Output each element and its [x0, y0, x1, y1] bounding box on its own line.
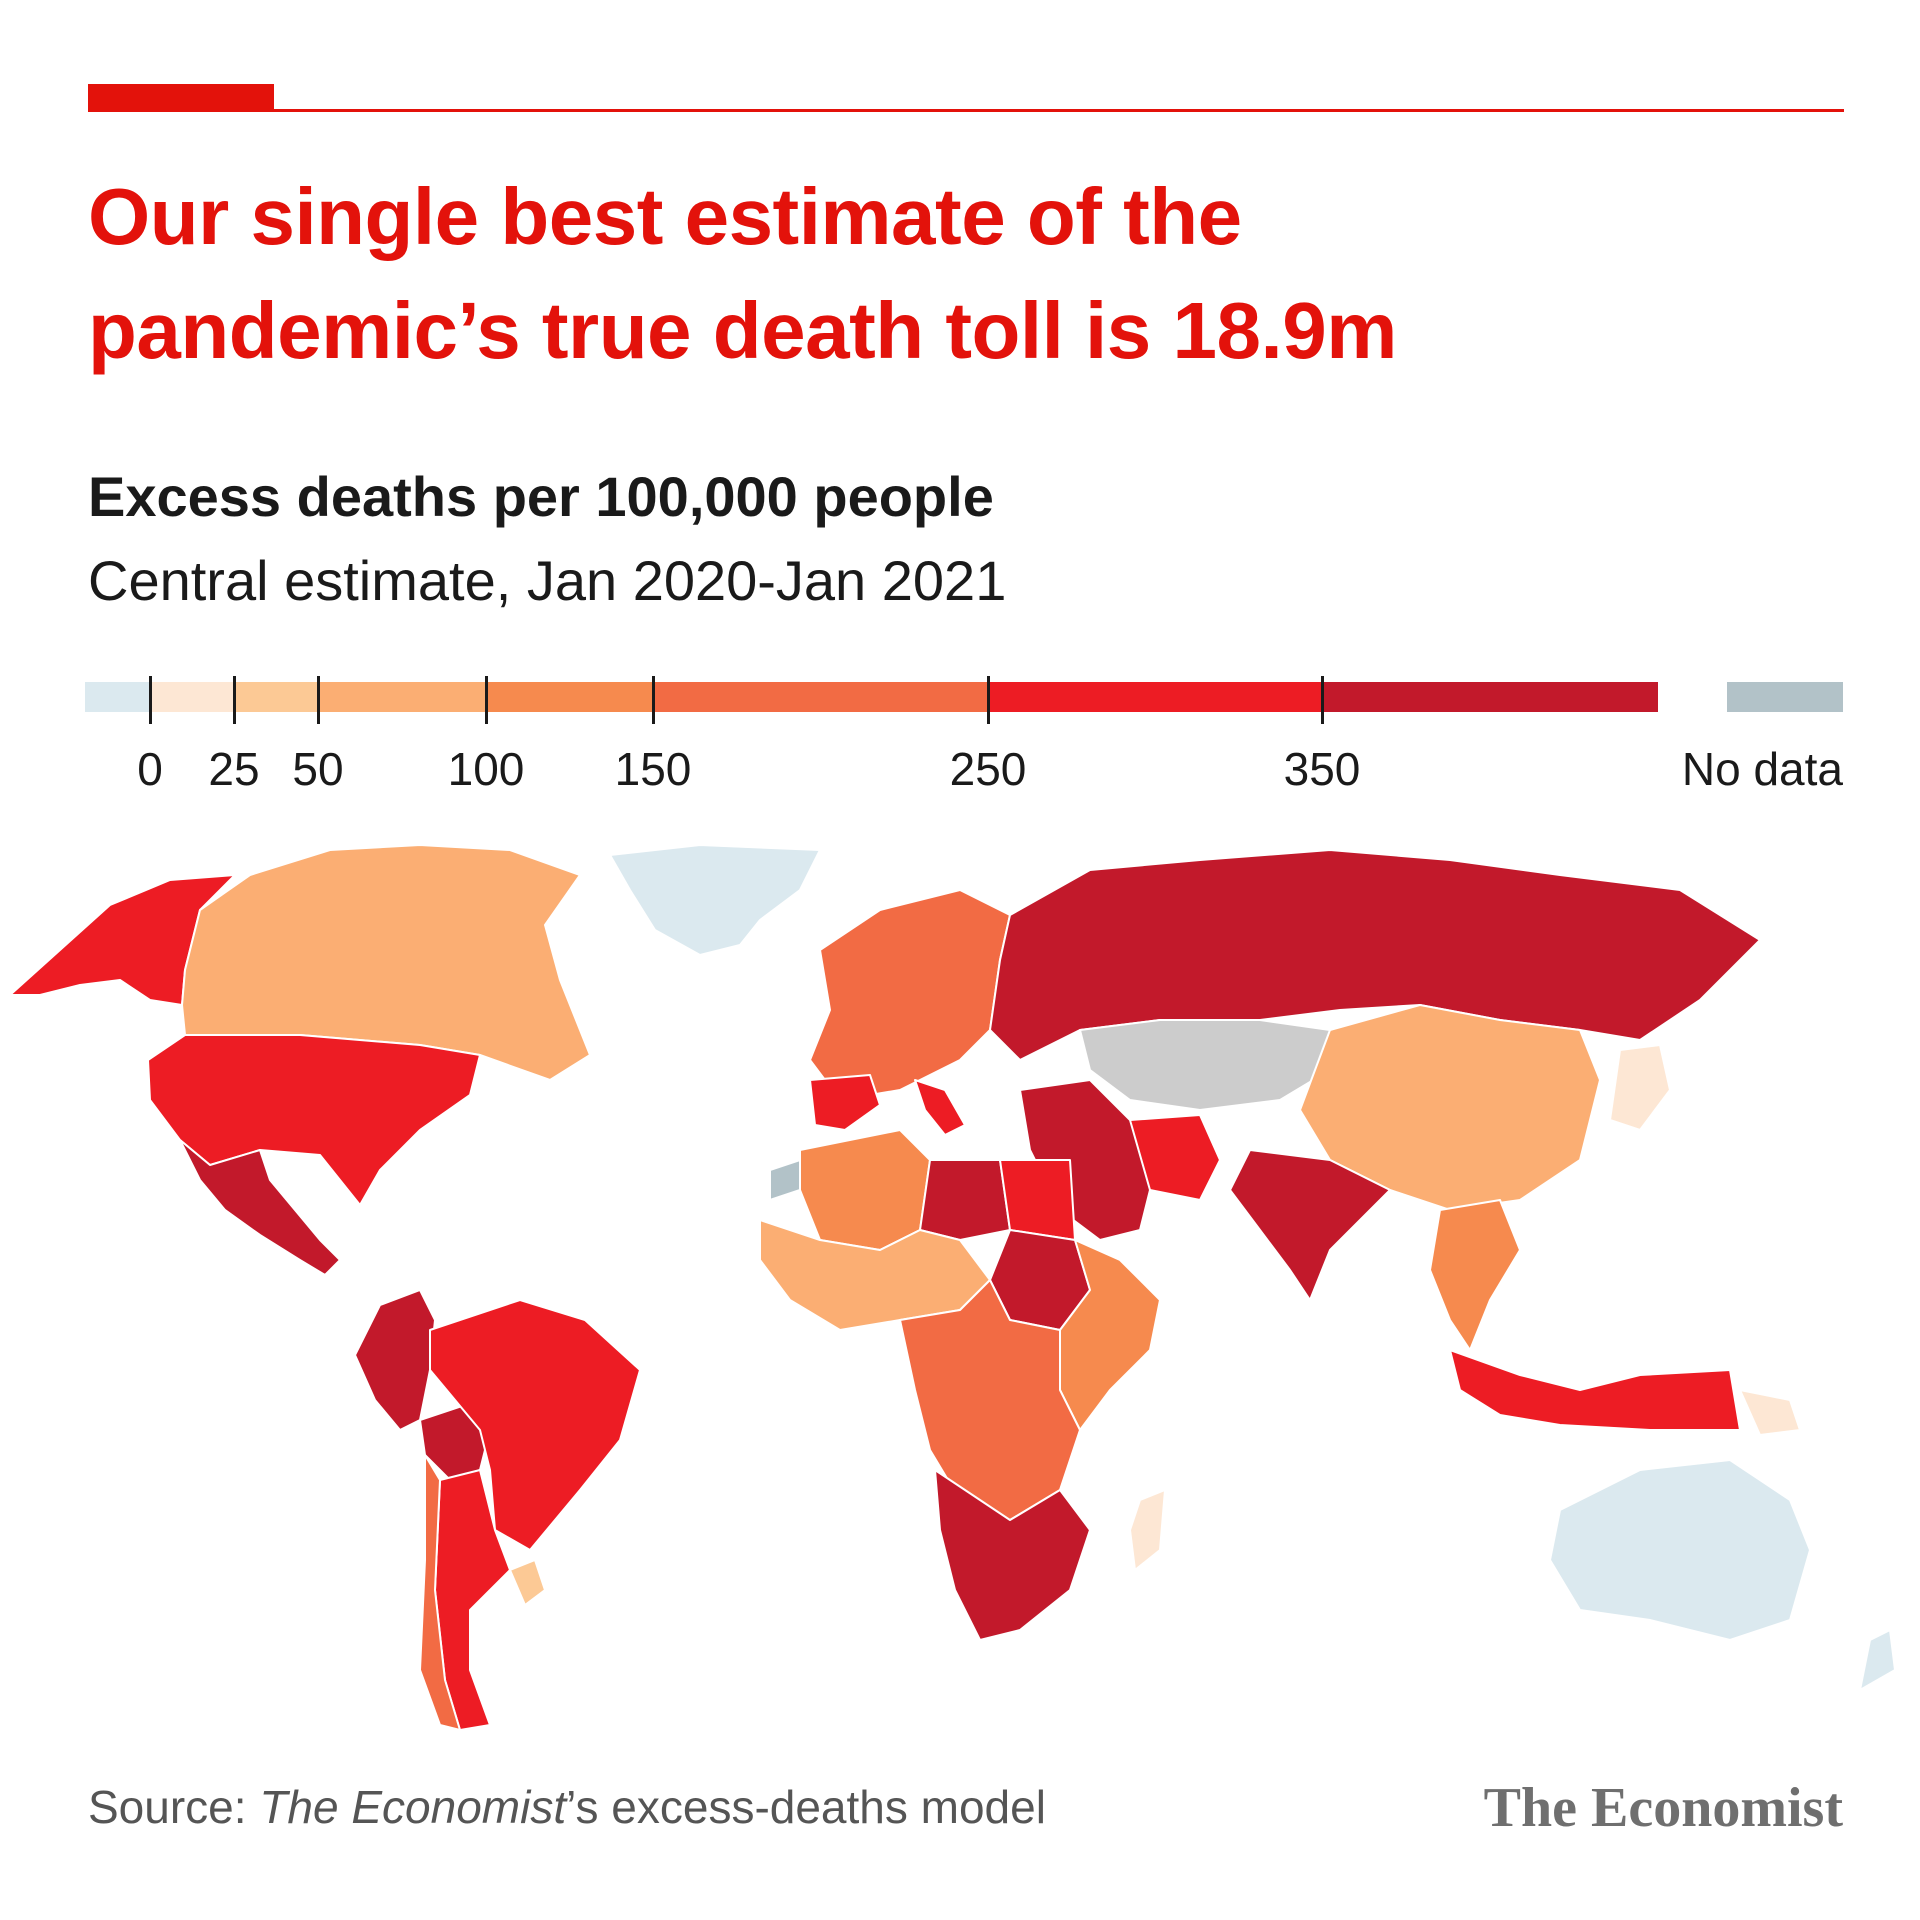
legend-tick-label: 150 — [614, 743, 692, 795]
legend-tick — [149, 676, 152, 724]
region-united-states — [147, 1034, 481, 1206]
headline: Our single best estimate of the pandemic… — [88, 160, 1788, 388]
source-note: Source: The Economist’s excess-deaths mo… — [88, 1780, 1046, 1834]
legend-swatch — [318, 682, 486, 712]
region-southern-africa — [934, 1469, 1091, 1641]
region-western-sahara — [769, 1159, 801, 1201]
region-italy — [914, 1079, 966, 1136]
region-uruguay — [509, 1559, 546, 1606]
legend-swatch — [486, 682, 653, 712]
legend-tick — [317, 676, 320, 724]
region-central-asia — [1079, 1019, 1331, 1111]
chart-subsubtitle: Central estimate, Jan 2020-Jan 2021 — [88, 549, 1007, 612]
legend-swatch — [234, 682, 318, 712]
legend-tick-label: 25 — [208, 743, 260, 795]
region-spain — [809, 1074, 881, 1131]
legend-swatch — [150, 682, 234, 712]
region-chile — [419, 1454, 461, 1731]
region-egypt — [999, 1159, 1076, 1241]
world-map — [9, 844, 1896, 1731]
legend-tick-label: 0 — [137, 743, 163, 795]
legend-swatch — [85, 682, 150, 712]
legend-tick — [1321, 676, 1324, 724]
region-japan — [1609, 1044, 1671, 1131]
source-publication: The Economist — [259, 1781, 567, 1833]
headline-line-1: Our single best estimate of the — [88, 172, 1242, 261]
region-greenland — [609, 844, 821, 956]
region-madagascar — [1129, 1489, 1166, 1571]
legend-swatch — [1322, 682, 1658, 712]
legend-tick — [233, 676, 236, 724]
legend-tick-label: 350 — [1283, 743, 1361, 795]
no-data-swatch — [1727, 682, 1843, 712]
source-suffix: ’s excess-deaths model — [566, 1781, 1046, 1833]
color-legend: 0 25 50 100 150 250 350 — [0, 676, 1920, 812]
region-indonesia — [1449, 1349, 1741, 1431]
header-rule — [88, 109, 1844, 112]
header-accent-bar — [88, 84, 274, 110]
no-data-label: No data — [1681, 743, 1843, 795]
legend-tick-label: 50 — [292, 743, 344, 795]
region-australia — [1549, 1459, 1811, 1641]
region-europe — [809, 889, 1011, 1101]
legend-tick-label: 100 — [447, 743, 525, 795]
legend-swatch — [653, 682, 988, 712]
source-prefix: Source: — [88, 1781, 260, 1833]
region-libya — [919, 1159, 1011, 1241]
region-india — [1229, 1149, 1391, 1301]
chart-subtitle: Excess deaths per 100,000 people — [88, 465, 994, 528]
region-east-africa — [1059, 1239, 1161, 1431]
region-north-africa — [799, 1129, 931, 1251]
brand-logo: The Economist — [1483, 1777, 1843, 1839]
region-new-zealand — [1859, 1629, 1896, 1691]
legend-tick — [987, 676, 990, 724]
legend-tick-label: 250 — [949, 743, 1027, 795]
legend-swatch — [988, 682, 1322, 712]
region-peru — [354, 1289, 436, 1431]
legend-tick — [485, 676, 488, 724]
headline-line-2: pandemic’s true death toll is 18.9m — [88, 286, 1397, 375]
region-mexico — [179, 1139, 341, 1276]
region-southeast-asia — [1429, 1199, 1521, 1351]
legend-tick — [652, 676, 655, 724]
region-canada — [181, 844, 591, 1081]
region-papua-new-guinea — [1739, 1389, 1801, 1436]
region-brazil — [429, 1299, 641, 1551]
region-central-africa — [899, 1279, 1081, 1521]
region-china — [1299, 1004, 1601, 1211]
